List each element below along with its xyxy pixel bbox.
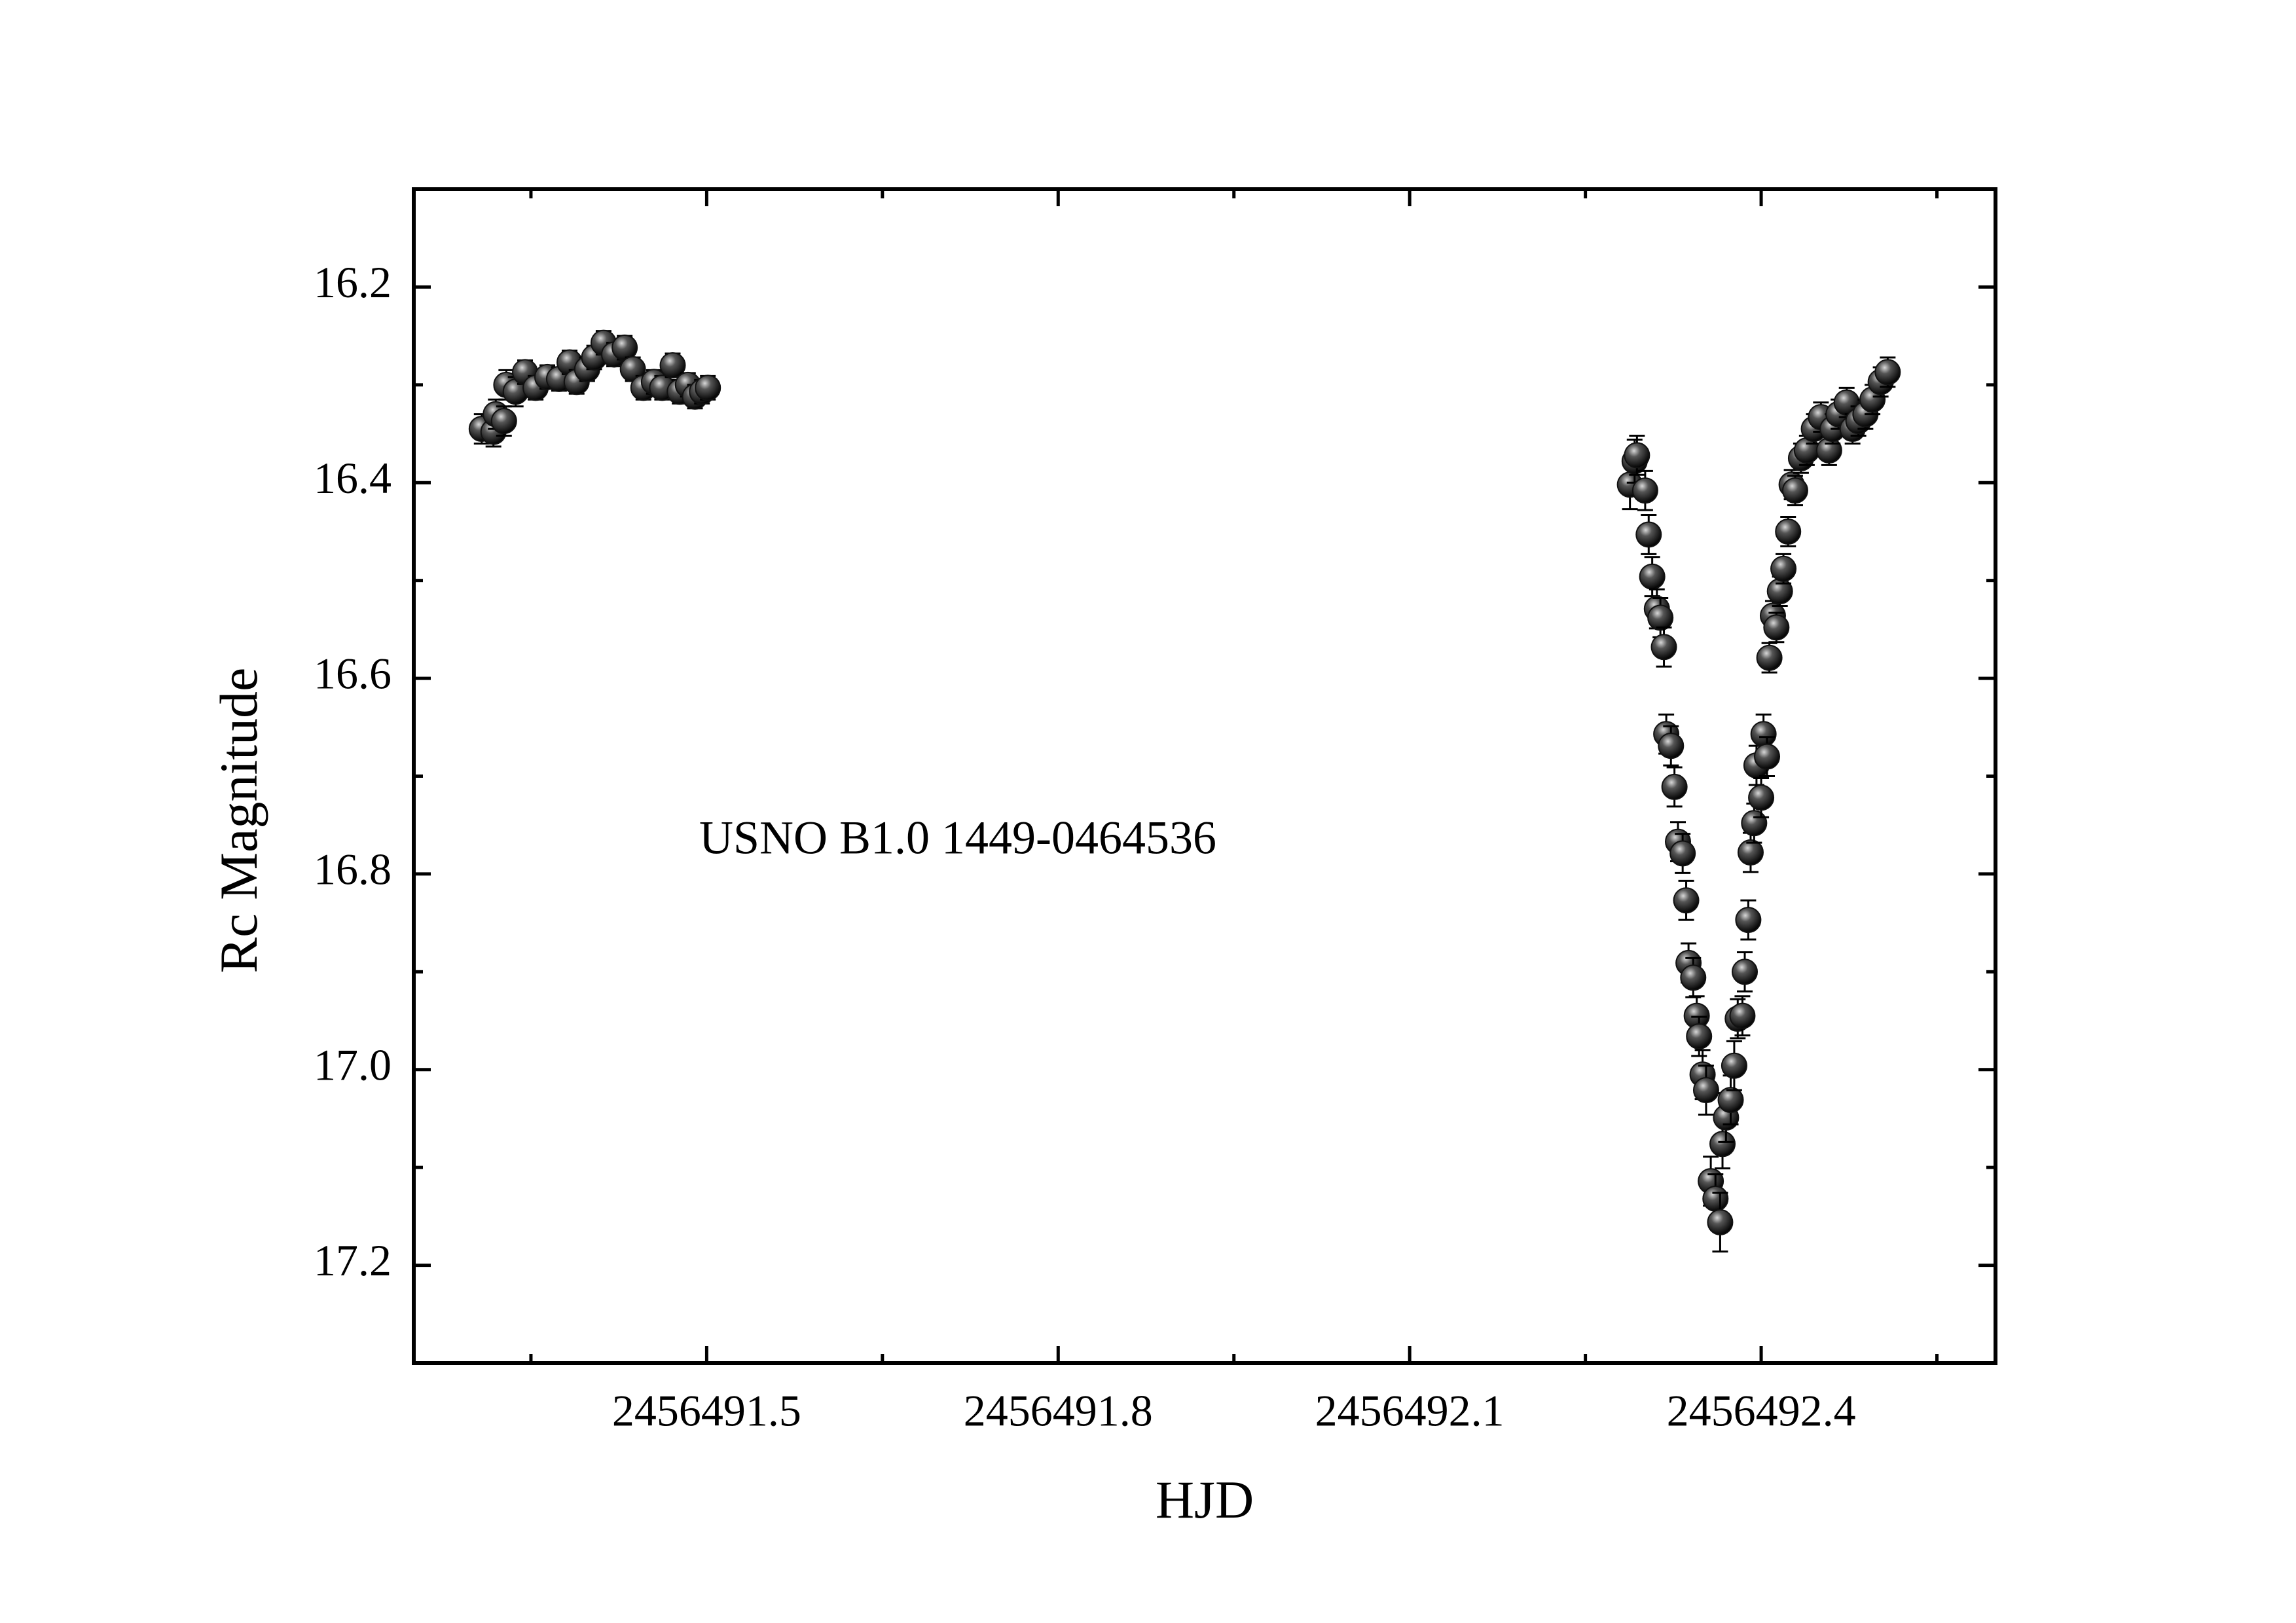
data-point	[1754, 743, 1781, 770]
data-point	[1680, 964, 1707, 991]
data-point	[1673, 887, 1700, 914]
data-point	[1763, 614, 1790, 641]
data-point	[659, 352, 686, 378]
data-point	[1781, 477, 1808, 504]
data-point	[1737, 839, 1764, 866]
y-axis-label: Rc Magnitude	[209, 668, 268, 974]
data-point	[1756, 644, 1783, 671]
data-point	[1748, 784, 1775, 811]
x-axis-label: HJD	[1156, 1470, 1254, 1529]
data-point	[1686, 1023, 1713, 1049]
data-point	[1669, 840, 1696, 867]
y-tick-label: 17.0	[314, 1040, 392, 1089]
data-point	[1639, 563, 1666, 590]
data-point	[1750, 721, 1777, 748]
data-point	[1650, 634, 1677, 661]
y-tick-label: 16.6	[314, 649, 392, 699]
y-tick-label: 16.2	[314, 257, 392, 307]
data-point	[1874, 359, 1901, 386]
data-point	[1692, 1077, 1719, 1104]
data-point	[1647, 604, 1674, 631]
data-point	[1735, 907, 1762, 934]
y-tick-label: 16.4	[314, 453, 392, 503]
y-tick-label: 17.2	[314, 1235, 392, 1285]
data-point	[1631, 477, 1658, 504]
data-point	[1707, 1209, 1734, 1235]
data-point	[490, 408, 517, 435]
data-point	[1635, 521, 1662, 548]
data-point	[695, 374, 721, 401]
data-point	[1702, 1185, 1729, 1212]
data-point	[1624, 442, 1650, 469]
data-point	[1775, 518, 1802, 545]
data-point	[1661, 773, 1688, 800]
annotation: USNO B1.0 1449-0464536	[699, 812, 1216, 864]
x-tick-label: 2456491.8	[964, 1386, 1153, 1436]
plot-area: 2456491.5 2456491.8 2456492.1 2456492.4 16.2…	[314, 187, 1997, 1436]
y-tick-label: 16.8	[314, 845, 392, 894]
data-point	[1729, 1002, 1756, 1029]
data-point	[1770, 555, 1797, 582]
plot-frame	[412, 187, 1997, 1365]
x-tick-label: 2456491.5	[612, 1386, 801, 1436]
data-point	[1741, 810, 1768, 837]
data-point	[1815, 437, 1842, 464]
data-point	[1709, 1131, 1736, 1158]
data-point	[1732, 958, 1758, 985]
x-tick-label: 2456492.1	[1315, 1386, 1504, 1436]
data-point	[1658, 733, 1685, 759]
data-point	[1721, 1052, 1747, 1079]
data-point	[1717, 1087, 1744, 1114]
x-tick-label: 2456492.4	[1667, 1386, 1856, 1436]
